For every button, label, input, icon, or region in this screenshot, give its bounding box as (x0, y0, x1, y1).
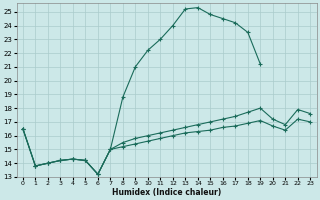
X-axis label: Humidex (Indice chaleur): Humidex (Indice chaleur) (112, 188, 221, 197)
